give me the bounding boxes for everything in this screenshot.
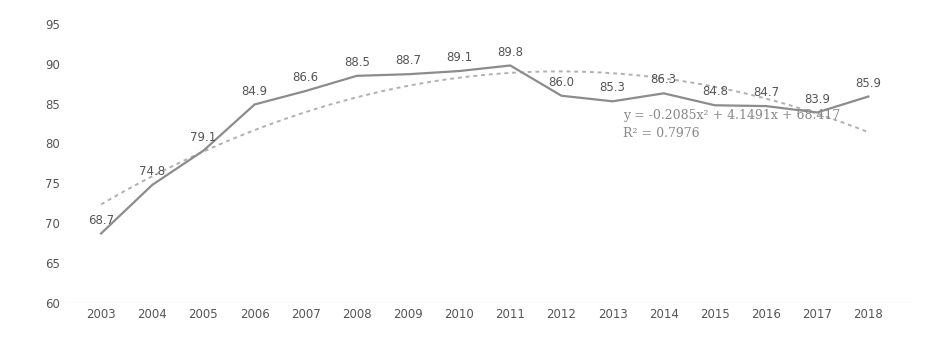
- Text: y = -0.2085x² + 4.1491x + 68.417: y = -0.2085x² + 4.1491x + 68.417: [623, 109, 840, 122]
- Text: 88.5: 88.5: [344, 56, 369, 69]
- Text: 85.3: 85.3: [600, 82, 625, 94]
- Text: 83.9: 83.9: [804, 93, 830, 106]
- Text: 74.8: 74.8: [139, 165, 165, 178]
- Text: R² = 0.7976: R² = 0.7976: [623, 127, 700, 140]
- Text: 86.6: 86.6: [293, 71, 319, 84]
- Text: 89.8: 89.8: [497, 45, 523, 58]
- Text: 88.7: 88.7: [395, 54, 421, 67]
- Text: 68.7: 68.7: [88, 214, 114, 226]
- Text: 79.1: 79.1: [190, 131, 216, 144]
- Text: 84.7: 84.7: [753, 86, 779, 99]
- Text: 86.3: 86.3: [650, 73, 676, 86]
- Text: 86.0: 86.0: [549, 76, 575, 89]
- Text: 85.9: 85.9: [856, 77, 882, 89]
- Text: 84.9: 84.9: [242, 85, 268, 98]
- Text: 84.8: 84.8: [702, 85, 728, 98]
- Text: 89.1: 89.1: [446, 51, 472, 64]
